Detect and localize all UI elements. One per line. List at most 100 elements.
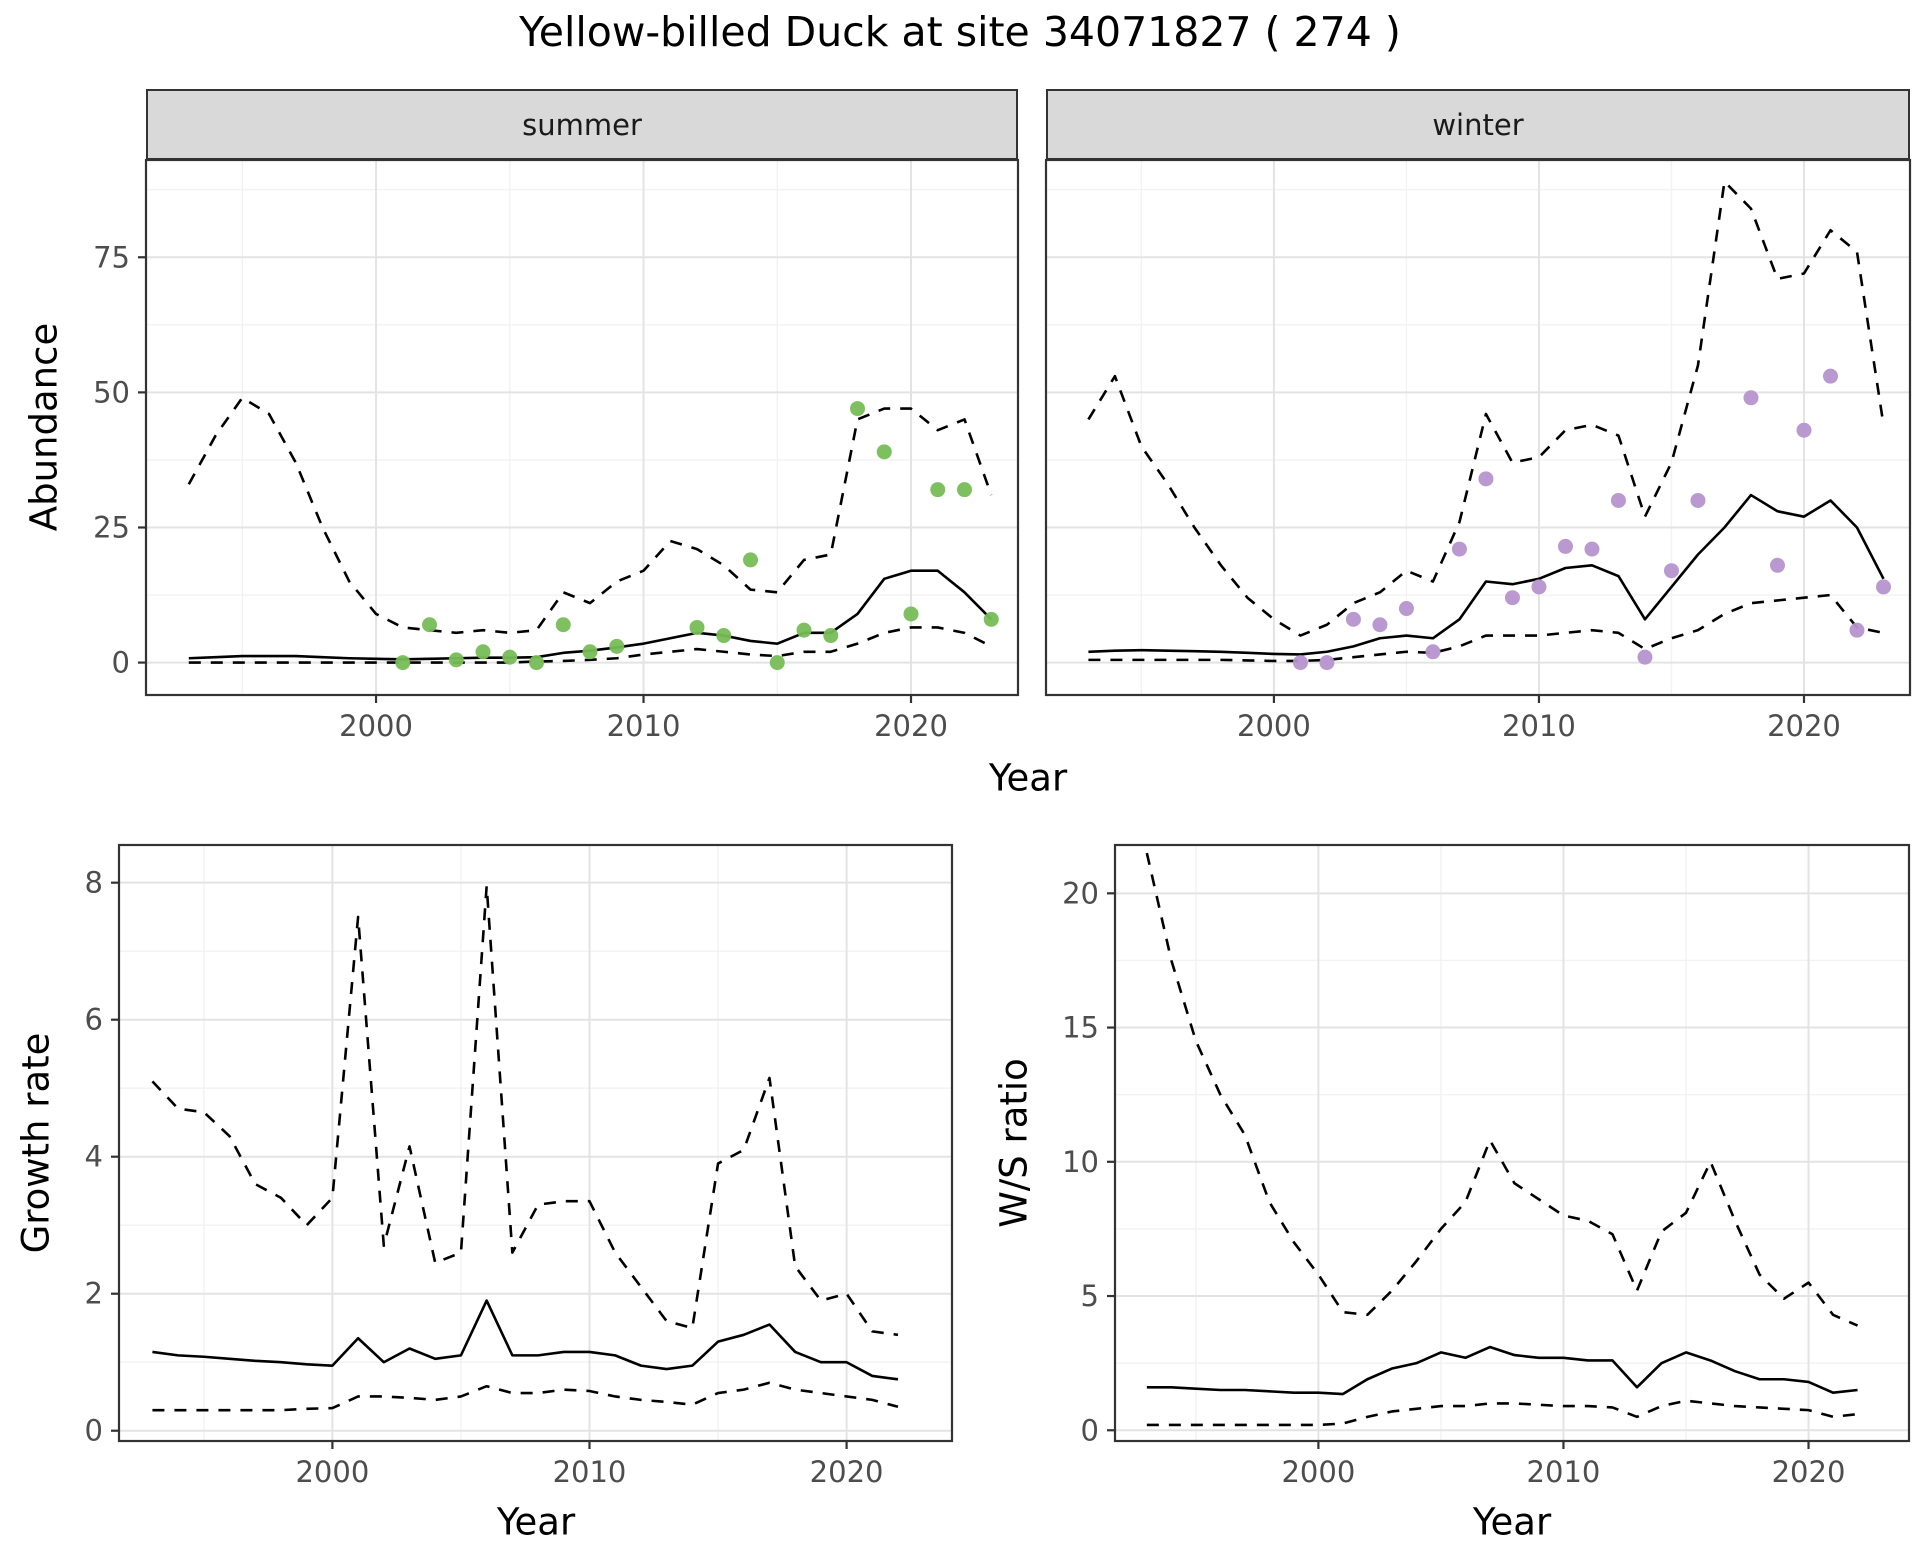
y-tick-label: 6 [85, 1003, 103, 1037]
series-line-upper-ci [187, 396, 993, 635]
x-tick-label: 2020 [1772, 1455, 1846, 1489]
series-line-median [152, 1299, 899, 1381]
y-tick-label: 25 [93, 510, 130, 544]
panel-background [146, 160, 1018, 695]
x-tick-label: 2010 [1502, 709, 1576, 743]
facet-strip-summer: summer [146, 89, 1018, 160]
data-point-winter-observed [1372, 617, 1388, 633]
panel-ws-ratio: 2000 2010 2020 0 5 10 15 20 [1062, 843, 1911, 1489]
x-axis-title-year-bottom-right: Year [1472, 1500, 1552, 1544]
data-point-summer-observed [769, 655, 785, 671]
data-point-summer-observed [502, 649, 518, 665]
data-point-winter-observed [1451, 541, 1467, 557]
x-tick-label: 2020 [1767, 709, 1841, 743]
y-axis-title-growth-rate: Growth rate [14, 1032, 58, 1254]
y-axis-title-abundance: Abundance [22, 322, 66, 532]
data-point-summer-observed [422, 617, 438, 633]
chart-title: Yellow-billed Duck at site 34071827 ( 27… [519, 8, 1401, 56]
y-tick-label: 20 [1062, 876, 1099, 910]
panel-abundance-winter: 2000 2010 2020 [1044, 158, 1912, 743]
data-point-winter-observed [1796, 422, 1812, 438]
data-point-winter-observed [1822, 368, 1838, 384]
data-point-summer-observed [850, 401, 866, 417]
data-point-summer-observed [689, 619, 705, 635]
x-axis-title-year-top: Year [988, 756, 1068, 800]
series-line-upper-ci [151, 884, 899, 1337]
x-axis-title-year-bottom-left: Year [496, 1500, 576, 1544]
series-line-upper-ci [1145, 852, 1859, 1327]
data-point-summer-observed [475, 644, 491, 660]
series-line-lower-ci [1088, 593, 1884, 663]
data-point-winter-observed [1663, 563, 1679, 579]
series-line-lower-ci [152, 1381, 899, 1412]
data-point-winter-observed [1398, 601, 1414, 617]
facet-strip-winter: winter [1046, 89, 1910, 160]
x-tick-label: 2000 [295, 1455, 369, 1489]
y-tick-label: 5 [1081, 1279, 1099, 1313]
x-tick-label: 2020 [810, 1455, 884, 1489]
data-point-winter-observed [1610, 492, 1626, 508]
x-tick-label: 2010 [1527, 1455, 1601, 1489]
data-point-summer-observed [903, 606, 919, 622]
data-point-winter-observed [1875, 579, 1891, 595]
series-line-lower-ci [1146, 1399, 1858, 1427]
data-point-winter-observed [1557, 538, 1573, 554]
panel-border [1113, 843, 1911, 1443]
panel-growth-rate: 2000 2010 2020 0 2 4 6 8 [85, 843, 954, 1489]
data-point-winter-observed [1292, 655, 1308, 671]
data-point-summer-observed [582, 644, 598, 660]
data-point-summer-observed [609, 638, 625, 654]
data-point-summer-observed [743, 552, 759, 568]
y-tick-label: 75 [93, 240, 130, 274]
data-point-winter-observed [1478, 471, 1494, 487]
y-tick-label: 0 [85, 1414, 103, 1448]
data-point-summer-observed [823, 628, 839, 644]
panel-background [1046, 160, 1910, 695]
data-point-winter-observed [1584, 541, 1600, 557]
panel-border [117, 843, 954, 1443]
panel-background [1115, 845, 1909, 1441]
y-tick-label: 8 [85, 866, 103, 900]
data-point-winter-observed [1531, 579, 1547, 595]
series-line-upper-ci [1087, 180, 1885, 637]
y-axis-title-ws-ratio: W/S ratio [992, 1058, 1036, 1228]
y-tick-label: 50 [93, 375, 130, 409]
data-point-summer-observed [957, 482, 973, 498]
series-line-lower-ci [188, 626, 992, 664]
facet-strip-summer-label: summer [522, 107, 642, 142]
x-tick-label: 2010 [607, 709, 681, 743]
y-tick-label: 0 [1081, 1413, 1099, 1447]
data-point-summer-observed [930, 482, 946, 498]
y-tick-label: 0 [112, 646, 130, 680]
series-line-median [1146, 1345, 1858, 1396]
data-point-summer-observed [876, 444, 892, 460]
y-tick-label: 10 [1062, 1145, 1099, 1179]
data-point-winter-observed [1319, 655, 1335, 671]
facet-strip-winter-label: winter [1432, 107, 1524, 142]
panel-background [119, 845, 952, 1441]
data-point-summer-observed [448, 652, 464, 668]
y-tick-label: 15 [1062, 1011, 1099, 1045]
data-point-winter-observed [1849, 622, 1865, 638]
y-tick-label: 4 [85, 1140, 103, 1174]
x-tick-label: 2000 [339, 709, 413, 743]
data-point-summer-observed [983, 611, 999, 627]
data-point-winter-observed [1743, 390, 1759, 406]
data-point-winter-observed [1425, 644, 1441, 660]
panel-border [1044, 158, 1912, 697]
x-tick-label: 2000 [1281, 1455, 1355, 1489]
data-point-winter-observed [1504, 590, 1520, 606]
series-line-median [1088, 493, 1885, 656]
data-point-summer-observed [529, 655, 545, 671]
panel-abundance-summer: 2000 2010 2020 0 25 50 75 [93, 158, 1020, 743]
panel-border [144, 158, 1020, 697]
data-point-winter-observed [1769, 557, 1785, 573]
data-point-winter-observed [1345, 611, 1361, 627]
x-tick-label: 2010 [553, 1455, 627, 1489]
data-point-summer-observed [555, 617, 571, 633]
data-point-winter-observed [1637, 649, 1653, 665]
x-tick-label: 2000 [1237, 709, 1311, 743]
data-point-summer-observed [796, 622, 812, 638]
